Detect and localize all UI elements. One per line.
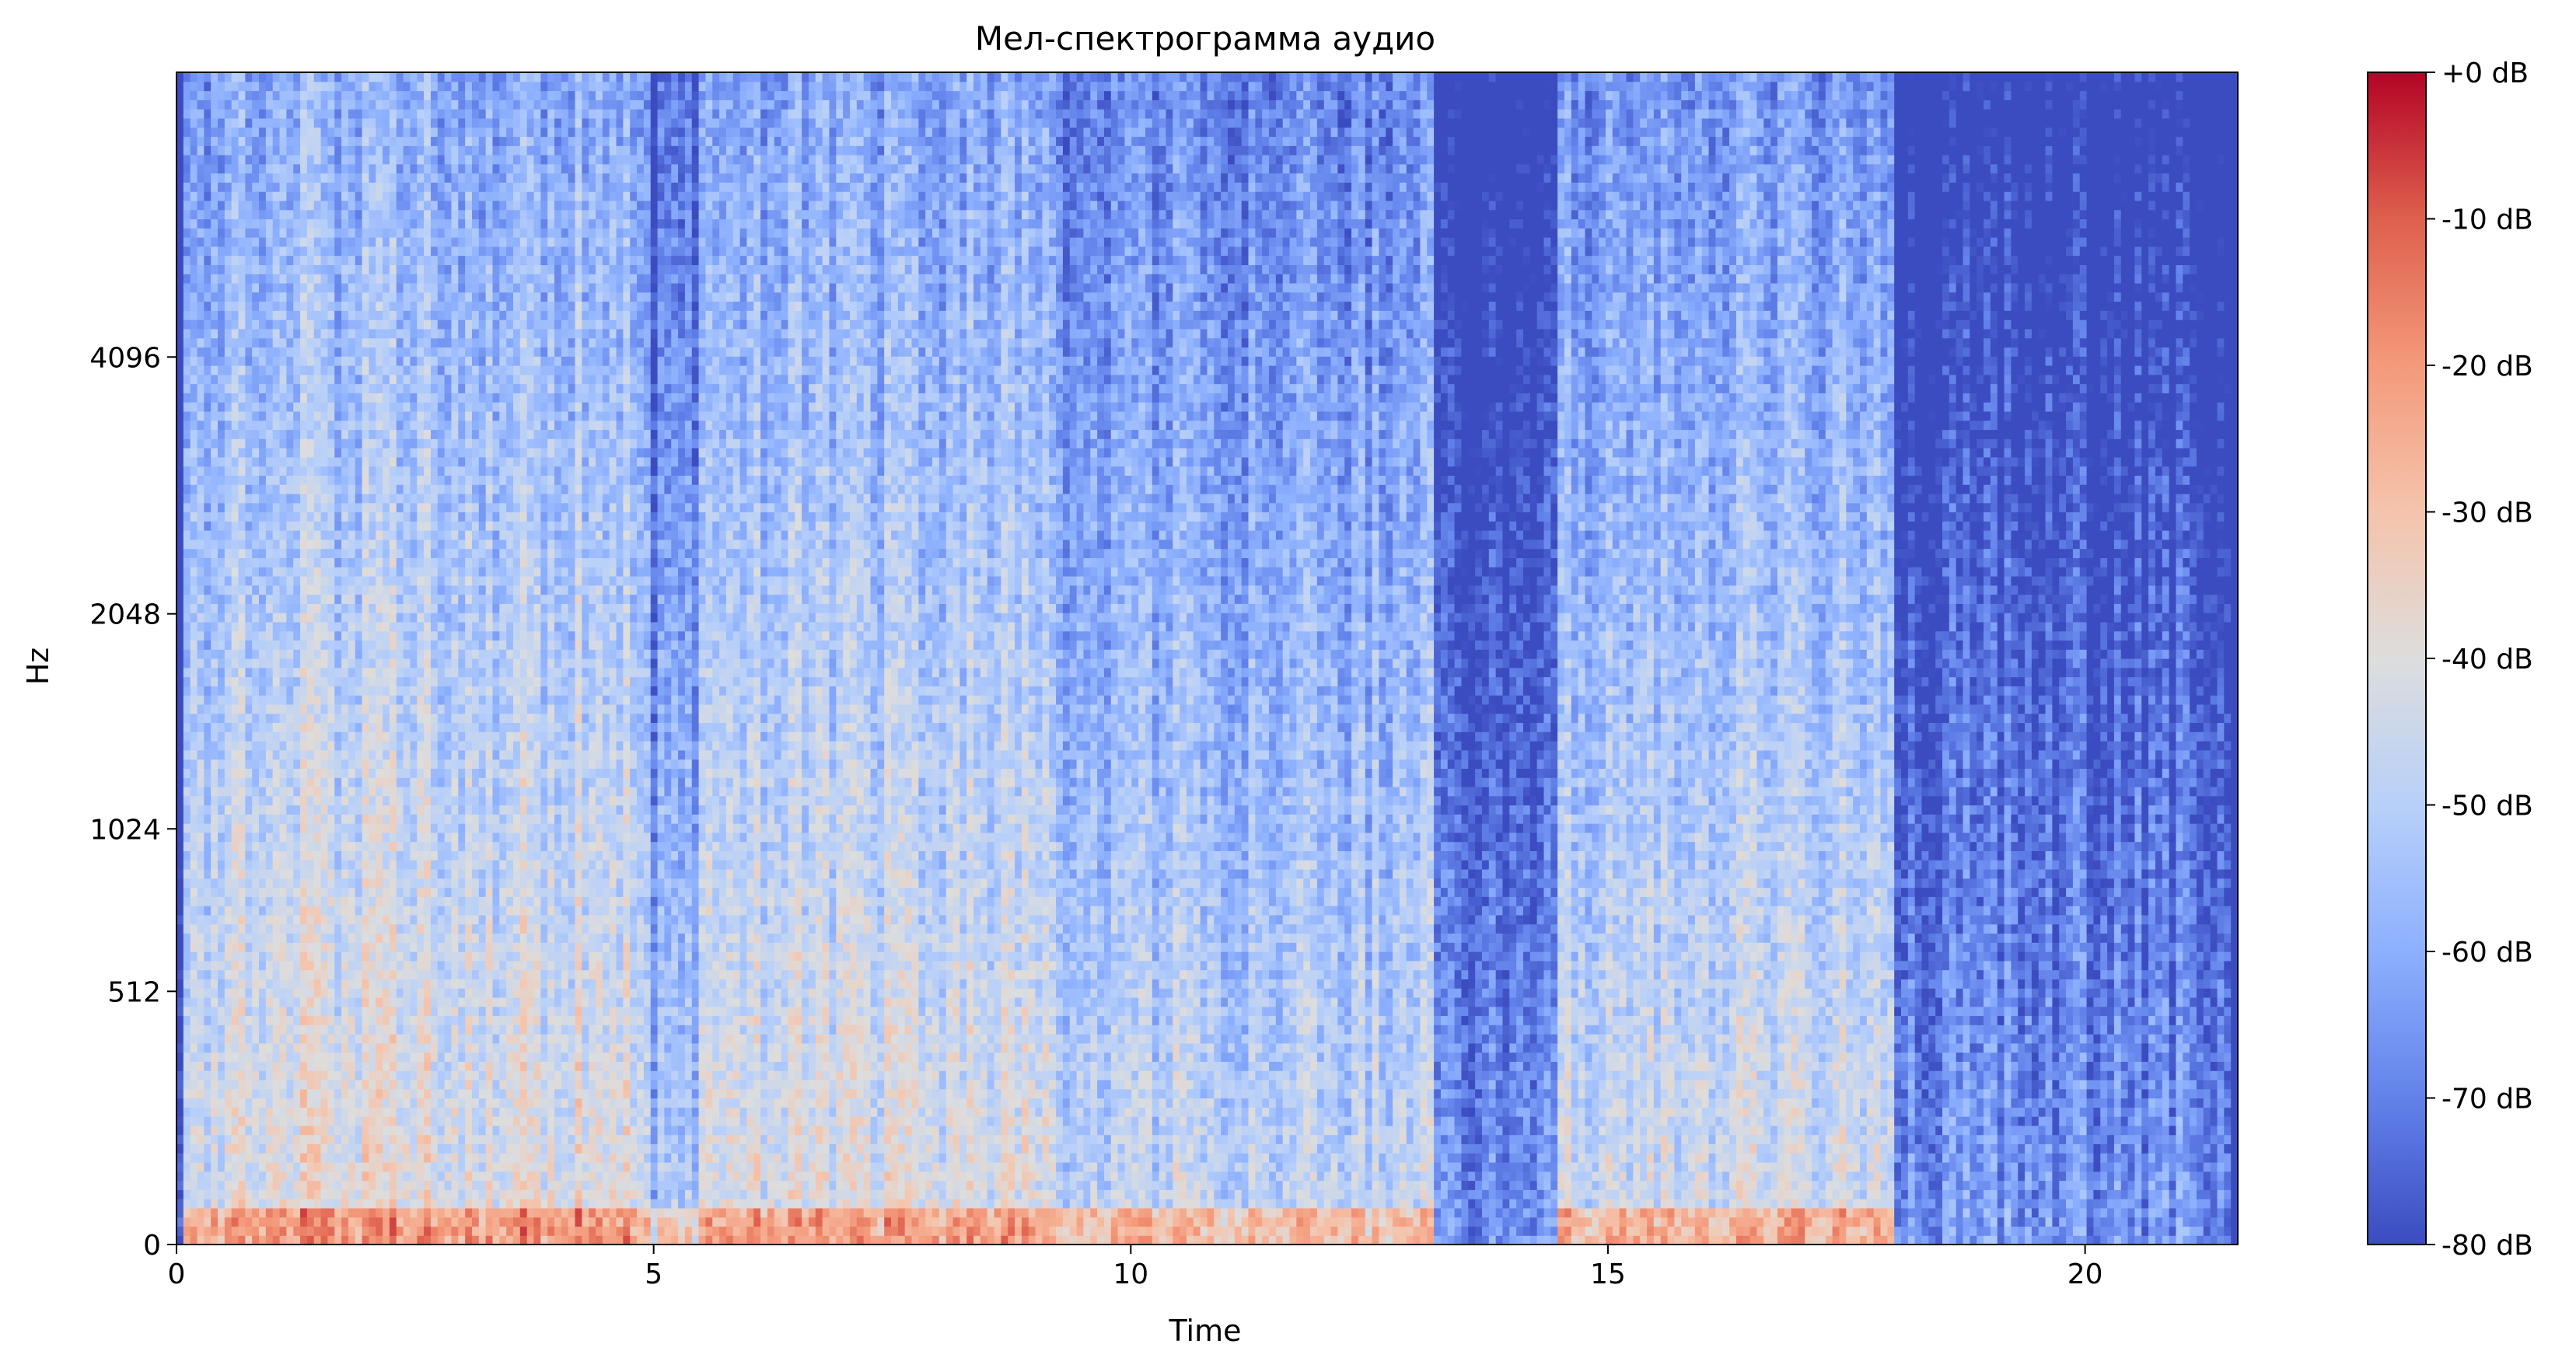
colorbar-tick-label: -20 dB xyxy=(2441,351,2533,382)
colorbar-tick-label: -30 dB xyxy=(2441,497,2533,529)
colorbar-gradient xyxy=(2367,72,2427,1245)
y-tick-label: 2048 xyxy=(89,599,161,631)
x-tick-label: 5 xyxy=(645,1259,662,1290)
chart-title: Мел-спектрограмма аудио xyxy=(975,19,1435,58)
x-axis: 0 5 10 15 20 xyxy=(168,1245,2103,1290)
colorbar: +0 dB -10 dB -20 dB -30 dB -40 dB -50 dB -60 d… xyxy=(2367,58,2533,1262)
colorbar-tick-label: -40 dB xyxy=(2441,644,2533,676)
x-tick-label: 15 xyxy=(1590,1259,1626,1290)
x-axis-label: Time xyxy=(1169,1314,1242,1348)
y-tick-label: 512 xyxy=(107,976,161,1008)
y-tick-label: 0 xyxy=(143,1230,161,1262)
y-axis: 0 512 1024 2048 4096 xyxy=(89,342,177,1262)
y-tick-label: 4096 xyxy=(89,342,161,374)
plot-area xyxy=(176,72,2239,1245)
colorbar-tick-label: -10 dB xyxy=(2441,204,2533,236)
x-tick-label: 20 xyxy=(2067,1259,2103,1290)
colorbar-tick-label: -50 dB xyxy=(2441,791,2533,822)
colorbar-tick-label: -70 dB xyxy=(2441,1084,2533,1115)
y-tick-label: 1024 xyxy=(89,814,161,846)
colorbar-tick-label: -80 dB xyxy=(2441,1230,2533,1262)
plot-frame xyxy=(176,72,2239,1245)
x-tick-label: 0 xyxy=(168,1259,186,1290)
colorbar-tick-label: +0 dB xyxy=(2441,58,2529,89)
spectrogram-cells xyxy=(177,72,2238,1245)
colorbar-tick-label: -60 dB xyxy=(2441,937,2533,969)
y-axis-label: Hz xyxy=(21,648,55,686)
x-tick-label: 10 xyxy=(1113,1259,1148,1290)
